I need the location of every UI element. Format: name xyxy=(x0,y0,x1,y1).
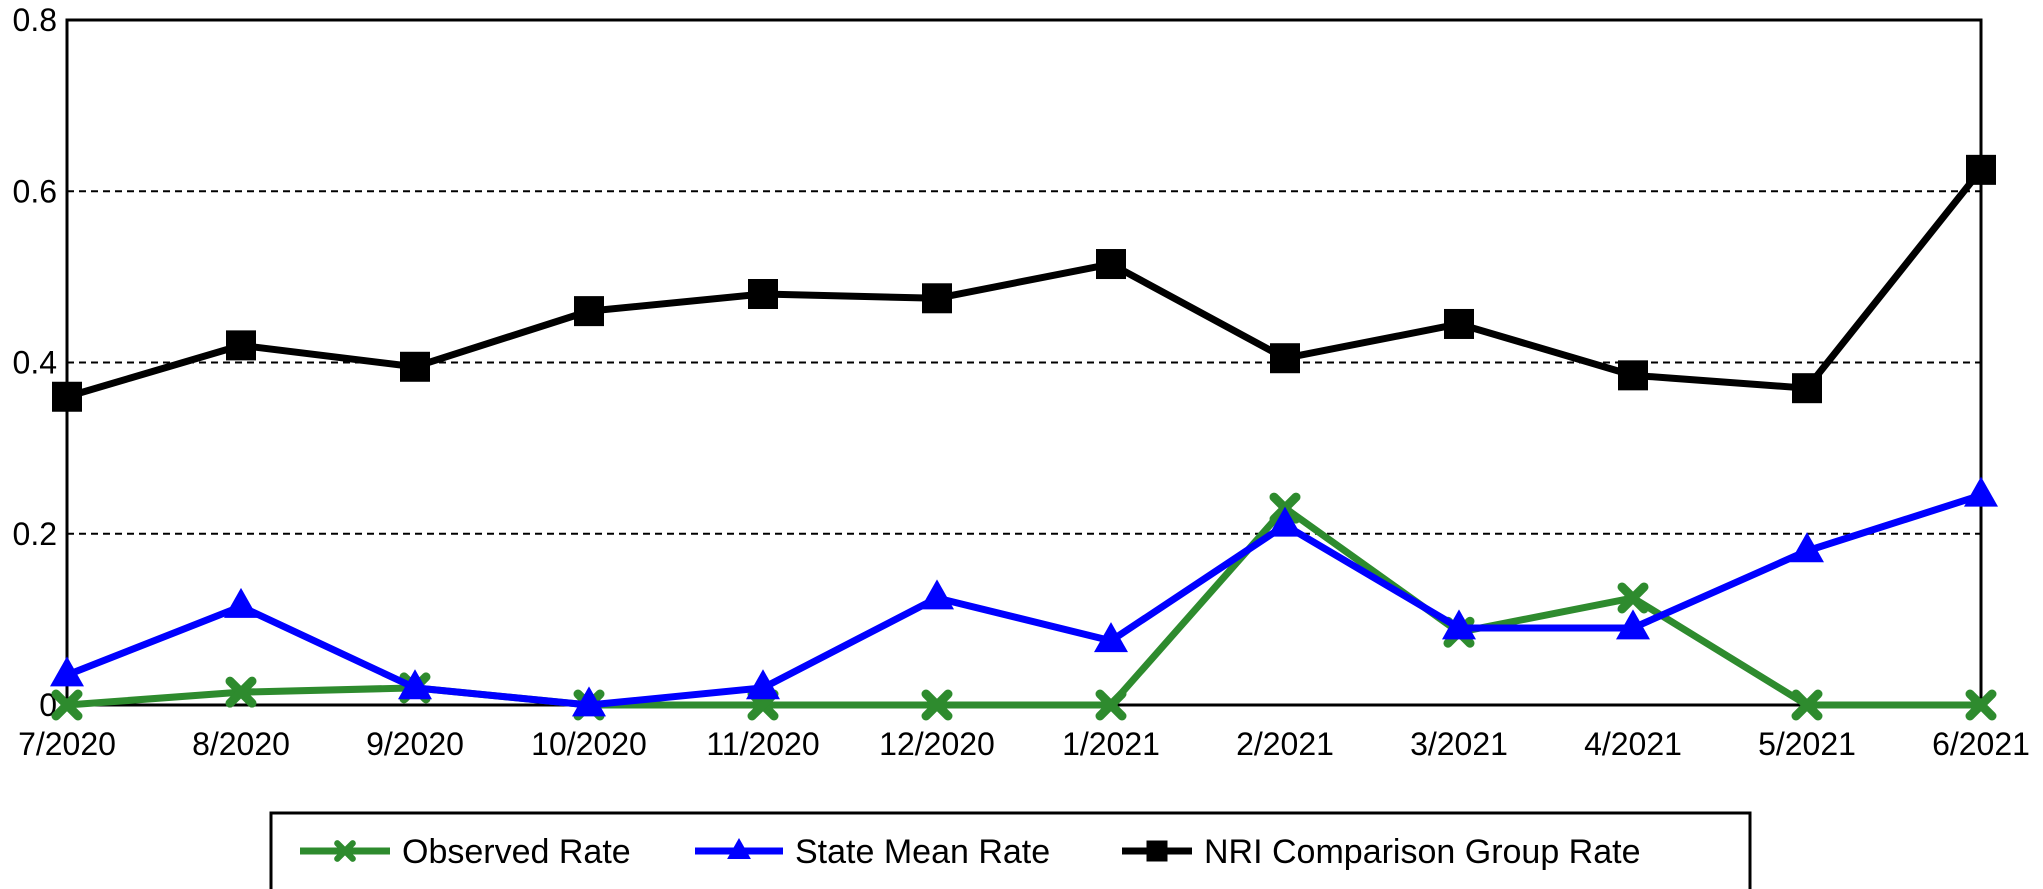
data-point xyxy=(1966,154,1996,185)
data-point xyxy=(748,279,778,309)
data-point xyxy=(1444,308,1474,339)
x-axis-ticks: 7/2020 8/2020 9/2020 10/2020 11/2020 12/2020 1… xyxy=(18,726,2030,762)
data-point xyxy=(921,689,953,721)
x-tick-label: 11/2020 xyxy=(706,726,819,762)
y-axis-ticks: 00.20.40.60.8 xyxy=(13,2,57,723)
legend: Observed Rate State Mean Rate NRI Comparis… xyxy=(269,811,1752,889)
y-tick-label: 0.2 xyxy=(13,516,57,552)
x-tick-label: 1/2021 xyxy=(1062,726,1160,762)
x-tick-label: 3/2021 xyxy=(1410,726,1508,762)
x-tick-label: 8/2020 xyxy=(192,726,290,762)
legend-marker xyxy=(727,837,751,859)
data-point xyxy=(1965,689,1997,721)
data-point xyxy=(51,689,83,721)
legend-entry: Observed Rate xyxy=(300,833,631,871)
series-line xyxy=(65,491,1983,709)
x-tick-label: 12/2020 xyxy=(879,726,995,762)
data-point xyxy=(1096,249,1126,280)
data-point xyxy=(1270,343,1300,374)
series-group xyxy=(50,154,1998,721)
data-point xyxy=(1616,609,1650,640)
series-line xyxy=(66,504,1981,709)
data-point xyxy=(1791,689,1823,721)
data-point xyxy=(1095,689,1127,721)
y-tick-label: 0.6 xyxy=(13,173,57,209)
legend-entry: NRI Comparison Group Rate xyxy=(1122,833,1641,871)
series-2 xyxy=(52,154,1996,412)
data-point xyxy=(1618,360,1648,391)
data-point xyxy=(225,676,257,708)
data-point xyxy=(922,283,952,314)
data-point xyxy=(52,381,82,412)
y-tick-label: 0.8 xyxy=(13,2,57,38)
data-point xyxy=(1442,609,1476,640)
data-point xyxy=(1790,532,1824,563)
x-tick-label: 6/2021 xyxy=(1932,726,2030,762)
data-point xyxy=(1792,373,1822,404)
data-point xyxy=(1964,476,1998,507)
data-point xyxy=(50,656,84,687)
x-tick-label: 9/2020 xyxy=(366,726,464,762)
legend-entry: State Mean Rate xyxy=(695,833,1050,871)
data-point xyxy=(1268,506,1302,537)
x-tick-label: 5/2021 xyxy=(1758,726,1856,762)
data-point xyxy=(1617,582,1649,614)
data-point xyxy=(746,669,780,700)
x-tick-label: 2/2021 xyxy=(1236,726,1334,762)
data-point xyxy=(572,686,606,717)
data-point xyxy=(226,330,256,361)
x-tick-label: 7/2020 xyxy=(18,726,116,762)
legend-marker xyxy=(1146,840,1168,862)
series-0 xyxy=(51,492,1997,721)
legend-box xyxy=(269,811,1752,889)
data-point xyxy=(400,351,430,382)
data-point xyxy=(224,587,258,618)
x-tick-label: 4/2021 xyxy=(1584,726,1682,762)
data-point xyxy=(398,669,432,700)
data-point xyxy=(920,579,954,610)
legend-label: Observed Rate xyxy=(402,833,631,871)
y-tick-label: 0.4 xyxy=(13,345,57,381)
legend-marker xyxy=(334,840,356,862)
series-1 xyxy=(50,476,1998,717)
series-line xyxy=(66,167,1984,401)
legend-label: State Mean Rate xyxy=(795,833,1050,871)
data-point xyxy=(574,296,604,327)
x-tick-label: 10/2020 xyxy=(531,726,647,762)
data-point xyxy=(1094,622,1128,653)
legend-label: NRI Comparison Group Rate xyxy=(1204,833,1641,871)
